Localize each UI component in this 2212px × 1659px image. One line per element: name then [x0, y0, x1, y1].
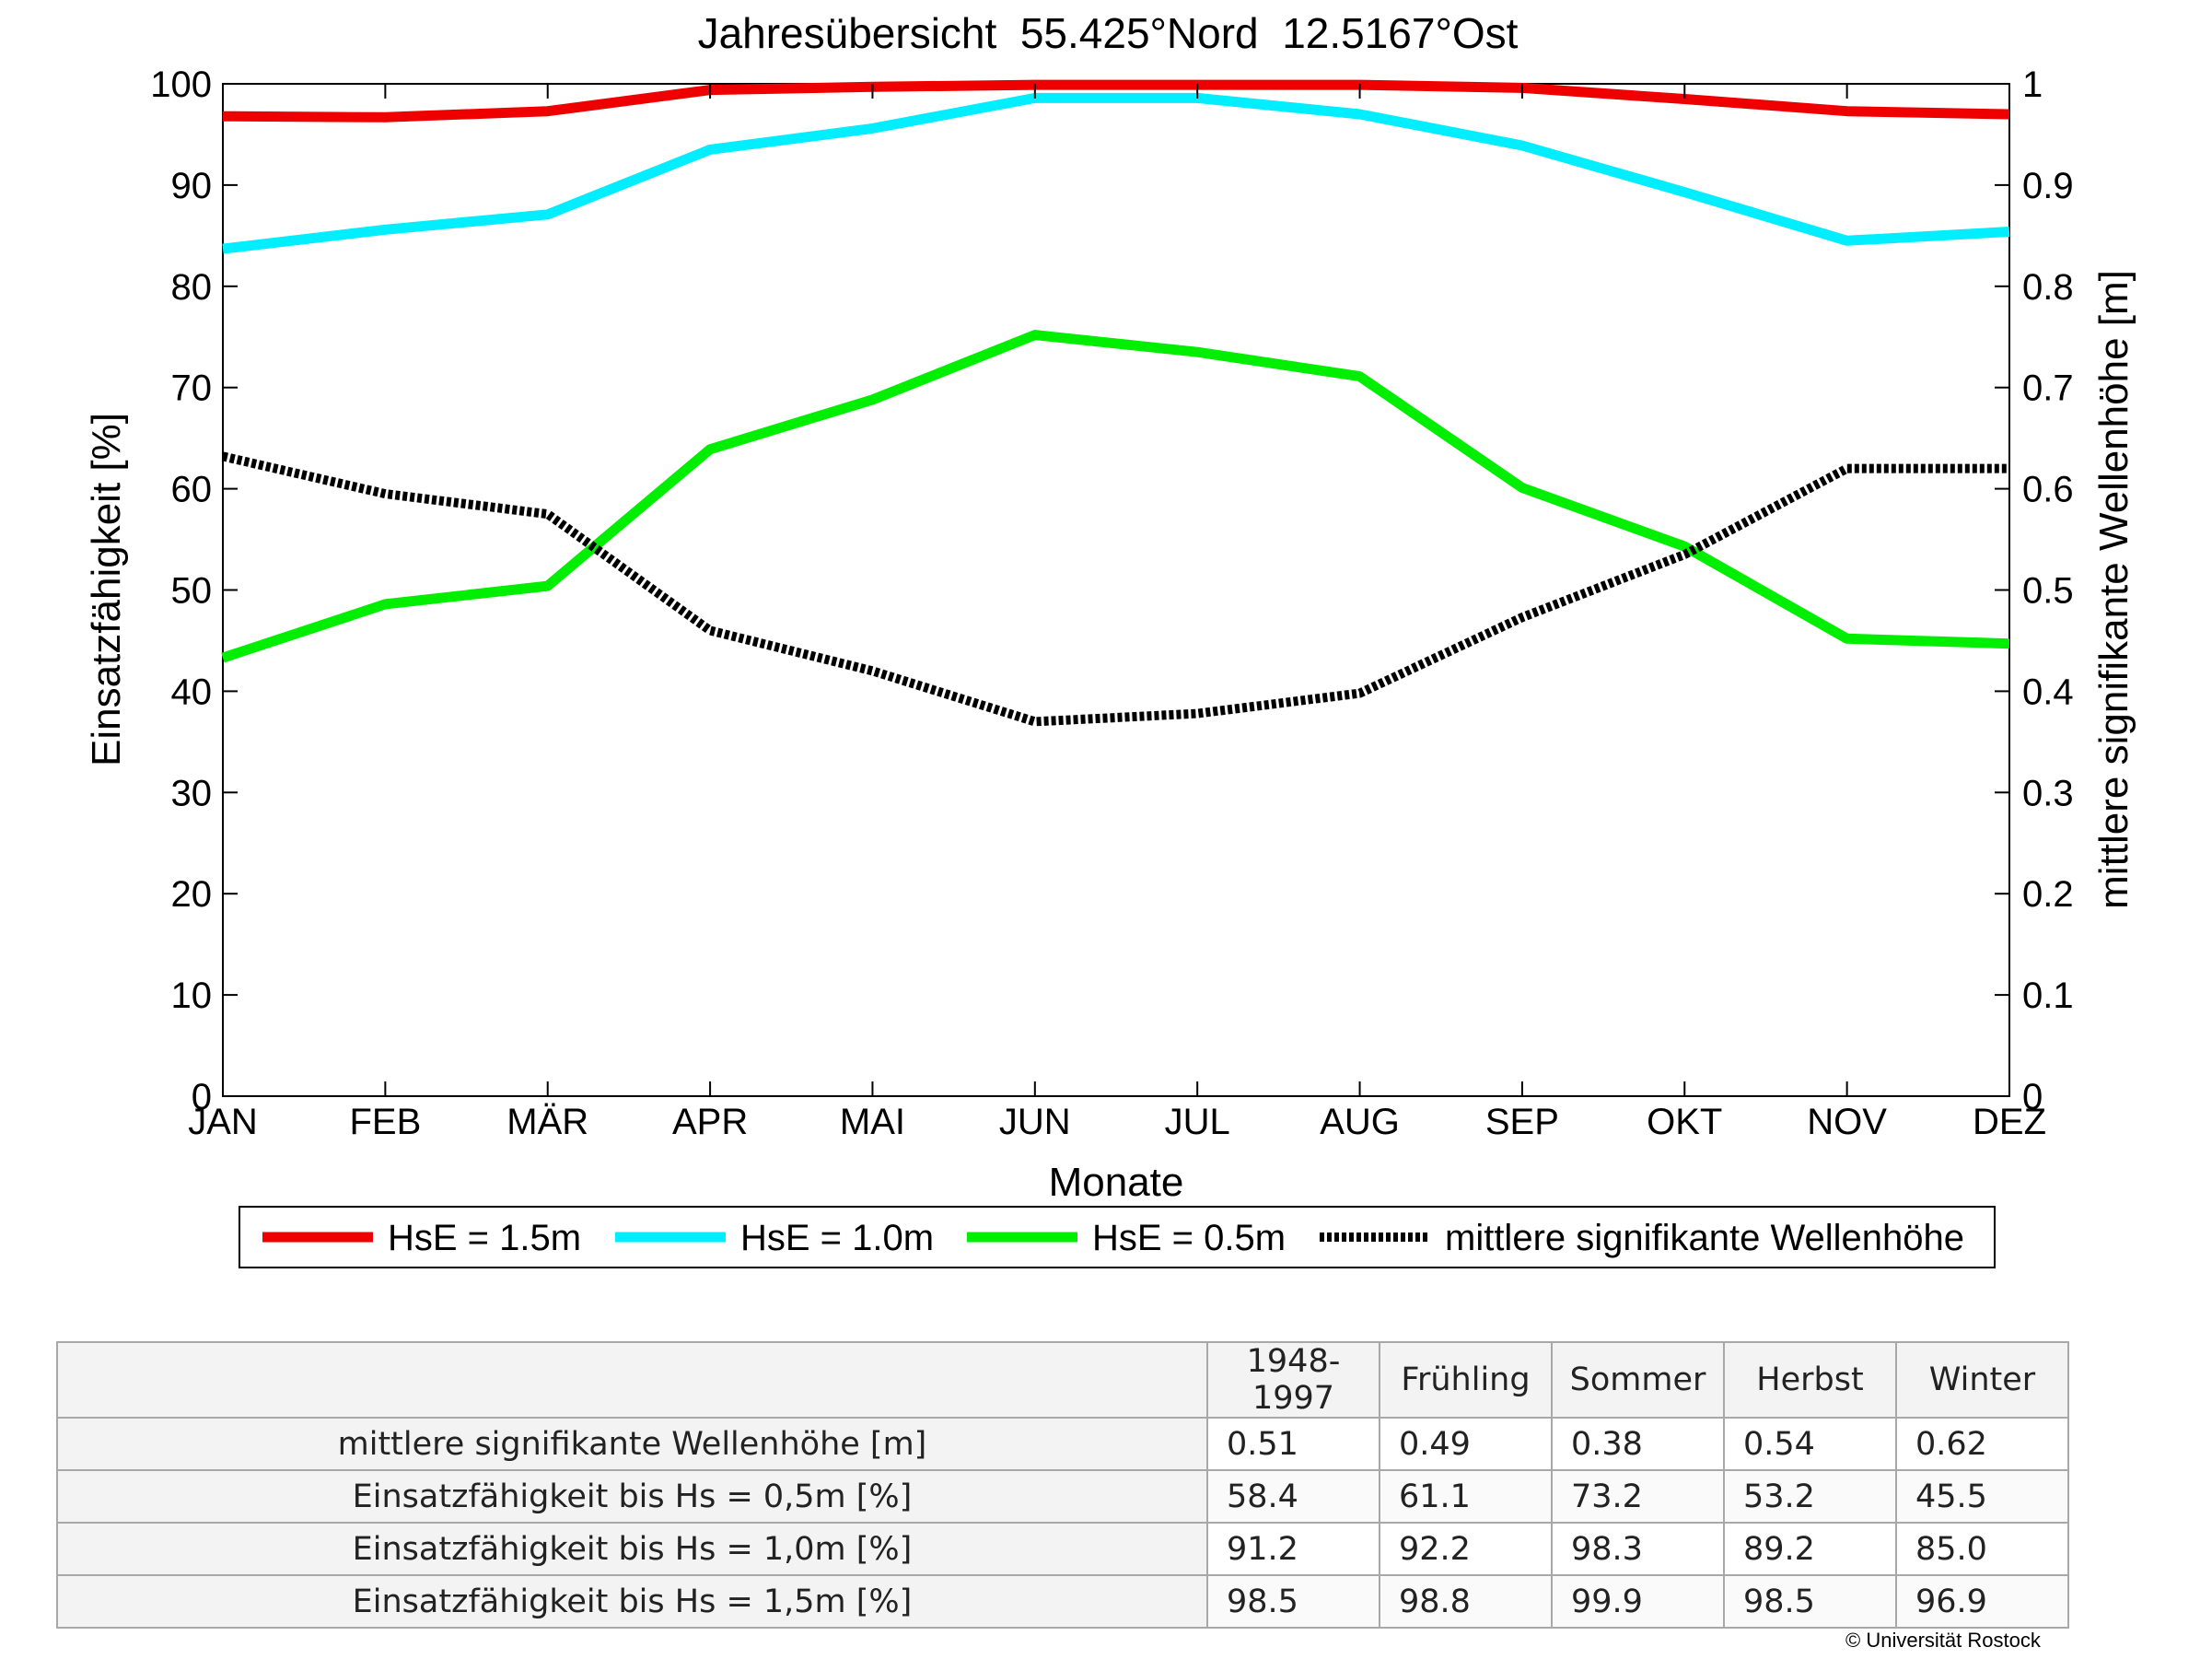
table-row: mittlere signifikante Wellenhöhe [m] 0.5… — [56, 1417, 2069, 1471]
x-tick-label: JAN — [188, 1102, 258, 1142]
y-tick-label-right: 0.3 — [2022, 773, 2074, 813]
table-row: Einsatzfähigkeit bis Hs = 0,5m [%] 58.4 … — [56, 1469, 2069, 1524]
y-axis-label-right: mittlere signifikante Wellenhöhe [m] — [2091, 270, 2136, 909]
y-tick-label-left: 0 — [192, 1077, 212, 1117]
table-cell: 58.4 — [1206, 1469, 1380, 1524]
x-tick-label: AUG — [1320, 1102, 1400, 1142]
y-tick-label-left: 50 — [171, 571, 213, 612]
table-cell: 98.5 — [1723, 1574, 1897, 1629]
legend-label: mittlere signifikante Wellenhöhe — [1445, 1218, 1964, 1258]
series-line-hse-1-0m — [222, 92, 2010, 254]
axis-ticks: JAN FEB MÄR APR MAI JUN JUL AUG SEP OKT NOV DEZ0102… — [150, 64, 2073, 1142]
table-cell: 98.3 — [1551, 1522, 1725, 1576]
table-cell: 89.2 — [1723, 1522, 1897, 1576]
x-tick-label: FEB — [349, 1102, 421, 1142]
legend: HsE = 1.5m HsE = 1.0m HsE = 0.5m mittlere s… — [239, 1206, 1996, 1268]
table-cell: 92.2 — [1379, 1522, 1553, 1576]
table-row-label: Einsatzfähigkeit bis Hs = 1,5m [%] — [56, 1574, 1208, 1629]
table-row-label: Einsatzfähigkeit bis Hs = 0,5m [%] — [56, 1469, 1208, 1524]
series-line-hse-1-5m — [222, 79, 2010, 123]
x-tick-label: MAI — [840, 1102, 905, 1142]
x-tick-label: SEP — [1485, 1102, 1559, 1142]
y-tick-label-right: 0.7 — [2022, 368, 2074, 409]
table-cell: 73.2 — [1551, 1469, 1725, 1524]
table-cell: 99.9 — [1551, 1574, 1725, 1629]
table-header-cell: Herbst — [1723, 1341, 1897, 1419]
table-cell: 0.38 — [1551, 1417, 1725, 1471]
series-line-mittlere-signifikante-wellenh-he — [221, 451, 2009, 727]
legend-label: HsE = 1.5m — [388, 1218, 581, 1258]
table-row: Einsatzfähigkeit bis Hs = 1,0m [%] 91.2 … — [56, 1522, 2069, 1576]
table-cell: 96.9 — [1895, 1574, 2069, 1629]
table-header-blank — [56, 1341, 1208, 1419]
x-tick-label: MÄR — [506, 1102, 588, 1142]
table-cell: 0.54 — [1723, 1417, 1897, 1471]
table-cell: 53.2 — [1723, 1469, 1897, 1524]
x-tick-label: JUN — [999, 1102, 1071, 1142]
y-tick-label-right: 0 — [2022, 1077, 2043, 1117]
table-header-row: 1948-1997 Frühling Sommer Herbst Winter — [56, 1341, 2069, 1419]
table-header-cell: Frühling — [1379, 1341, 1553, 1419]
y-tick-label-left: 40 — [171, 672, 213, 712]
series-layer — [221, 79, 2010, 727]
y-tick-label-left: 10 — [171, 976, 213, 1016]
table-header-cell: Sommer — [1551, 1341, 1725, 1419]
chart-title: Jahresübersicht 55.425°Nord 12.5167°Ost — [698, 9, 1519, 57]
chart: Jahresübersicht 55.425°Nord 12.5167°Ost … — [84, 9, 2136, 1268]
y-tick-label-left: 70 — [171, 368, 213, 409]
y-tick-label-right: 0.1 — [2022, 976, 2074, 1016]
y-tick-label-right: 0.4 — [2022, 672, 2074, 712]
y-tick-label-right: 0.9 — [2022, 166, 2074, 206]
x-tick-label: OKT — [1647, 1102, 1722, 1142]
table-row-label: mittlere signifikante Wellenhöhe [m] — [56, 1417, 1208, 1471]
y-tick-label-right: 0.6 — [2022, 470, 2074, 510]
x-tick-label: NOV — [1807, 1102, 1887, 1142]
x-tick-label: JUL — [1165, 1102, 1230, 1142]
y-tick-label-left: 100 — [150, 64, 212, 105]
table-cell: 0.49 — [1379, 1417, 1553, 1471]
y-tick-label-left: 90 — [171, 166, 213, 206]
y-tick-label-left: 20 — [171, 874, 213, 915]
table-cell: 0.51 — [1206, 1417, 1380, 1471]
x-tick-label: APR — [672, 1102, 748, 1142]
y-tick-label-right: 1 — [2022, 64, 2043, 105]
copyright-notice: © Universität Rostock — [1845, 1629, 2041, 1652]
legend-label: HsE = 0.5m — [1092, 1218, 1286, 1258]
table-header-cell: 1948-1997 — [1206, 1341, 1380, 1419]
table-cell: 98.5 — [1206, 1574, 1380, 1629]
y-tick-label-left: 80 — [171, 267, 213, 308]
statistics-table: 1948-1997 Frühling Sommer Herbst Winter … — [56, 1341, 2069, 1629]
y-axis-label-left: Einsatzfähigkeit [%] — [84, 413, 129, 766]
y-tick-label-left: 30 — [171, 773, 213, 813]
table-cell: 61.1 — [1379, 1469, 1553, 1524]
y-tick-label-right: 0.5 — [2022, 571, 2074, 612]
table-row-label: Einsatzfähigkeit bis Hs = 1,0m [%] — [56, 1522, 1208, 1576]
series-line-hse-0-5m — [221, 330, 2010, 663]
legend-label: HsE = 1.0m — [740, 1218, 934, 1258]
table-cell: 98.8 — [1379, 1574, 1553, 1629]
table-cell: 85.0 — [1895, 1522, 2069, 1576]
x-axis-label: Monate — [1049, 1160, 1184, 1205]
y-tick-label-left: 60 — [171, 470, 213, 510]
table-cell: 91.2 — [1206, 1522, 1380, 1576]
legend-box — [239, 1206, 1996, 1268]
table-cell: 45.5 — [1895, 1469, 2069, 1524]
table-cell: 0.62 — [1895, 1417, 2069, 1471]
table-header-cell: Winter — [1895, 1341, 2069, 1419]
y-tick-label-right: 0.8 — [2022, 267, 2074, 308]
x-tick-label: DEZ — [1973, 1102, 2046, 1142]
table-row: Einsatzfähigkeit bis Hs = 1,5m [%] 98.5 … — [56, 1574, 2069, 1629]
y-tick-label-right: 0.2 — [2022, 874, 2074, 915]
